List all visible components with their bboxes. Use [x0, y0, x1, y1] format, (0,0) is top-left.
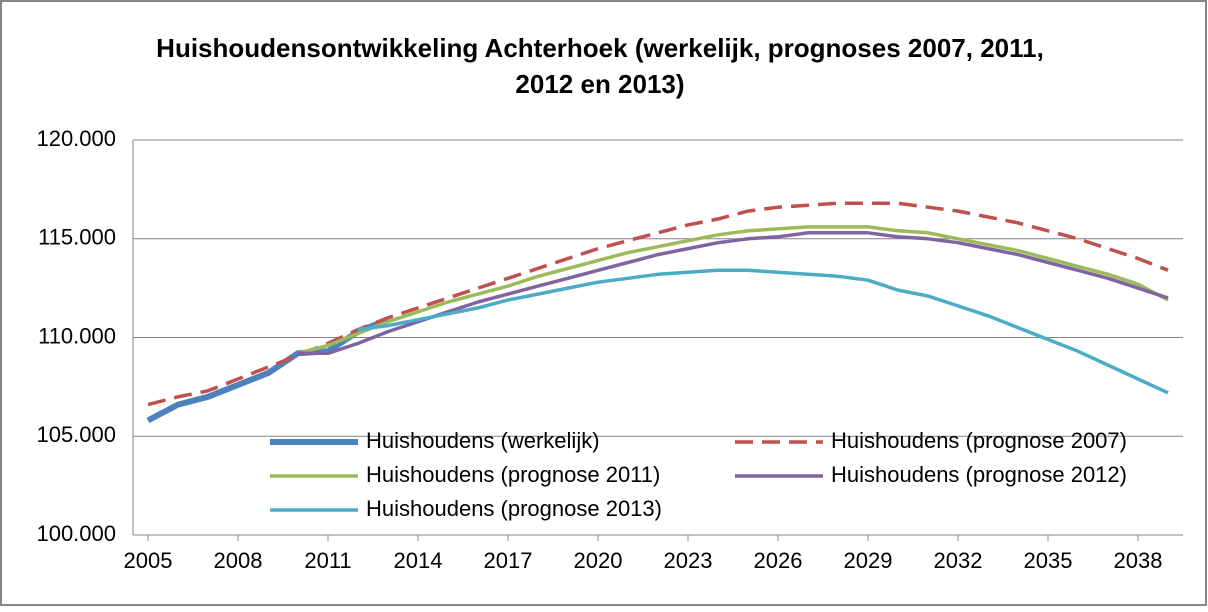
y-tick-label: 115.000 — [38, 225, 116, 250]
x-tick-label: 2020 — [574, 548, 623, 573]
y-tick-label: 120.000 — [36, 126, 116, 151]
x-tick-label: 2038 — [1114, 548, 1163, 573]
series-line — [357, 268, 1169, 395]
legend-label: Huishoudens (werkelijk) — [366, 428, 600, 453]
series-line — [297, 225, 1169, 355]
x-tick-label: 2023 — [664, 548, 713, 573]
legend-label: Huishoudens (prognose 2011) — [366, 462, 660, 487]
x-tick-label: 2017 — [484, 548, 533, 573]
x-tick-label: 2011 — [304, 548, 351, 573]
x-tick-label: 2032 — [934, 548, 983, 573]
y-tick-label: 110.000 — [38, 323, 116, 348]
x-tick-label: 2029 — [844, 548, 893, 573]
x-tick-label: 2008 — [214, 548, 263, 573]
x-tick-label: 2005 — [124, 548, 173, 573]
legend-label: Huishoudens (prognose 2013) — [366, 496, 662, 521]
chart-title: 2012 en 2013) — [515, 69, 684, 99]
y-tick-label: 100.000 — [36, 521, 116, 546]
chart-title: Huishoudensontwikkeling Achterhoek (werk… — [156, 33, 1044, 63]
x-tick-label: 2035 — [1024, 548, 1073, 573]
legend-label: Huishoudens (prognose 2007) — [831, 428, 1127, 453]
x-tick-label: 2026 — [754, 548, 803, 573]
x-tick-label: 2014 — [394, 548, 443, 573]
y-tick-label: 105.000 — [36, 422, 116, 447]
legend-label: Huishoudens (prognose 2012) — [831, 462, 1127, 487]
